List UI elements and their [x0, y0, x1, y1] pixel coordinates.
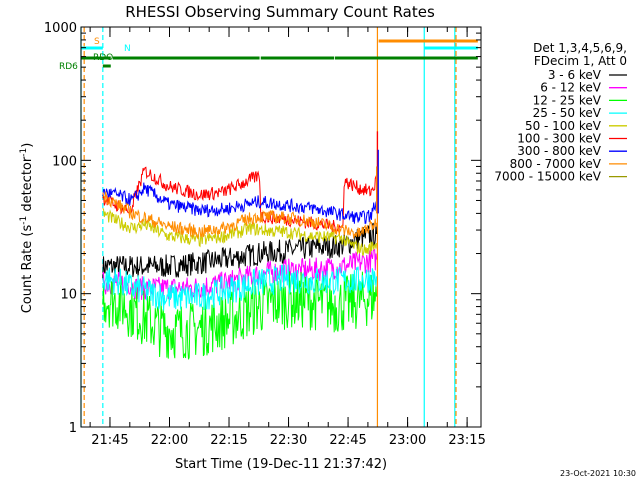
series-line — [102, 264, 378, 311]
x-tick-label: 23:00 — [389, 433, 426, 448]
legend-label: 300 - 800 keV — [517, 144, 601, 158]
y-axis-label-part: Count Rate (s — [20, 225, 35, 314]
y-tick-label: 1000 — [44, 21, 77, 36]
legend-label: 50 - 100 keV — [525, 119, 602, 133]
plot-frame — [80, 26, 482, 428]
y-axis-label: Count Rate (s-1 detector-1) — [19, 143, 35, 314]
x-tick-label: 22:15 — [210, 433, 247, 448]
series-line — [102, 182, 378, 225]
x-tick-label: 22:30 — [270, 433, 307, 448]
legend-label: 3 - 6 keV — [548, 68, 602, 82]
flag-label: S — [94, 37, 100, 47]
y-tick-label: 1 — [69, 421, 77, 436]
series-line — [102, 271, 378, 360]
axes: 21:45 22:00 22:15 22:30 22:45 23:00 23:15 1 10 10… — [44, 21, 486, 448]
y-axis-label-part: ) — [20, 143, 35, 148]
legend-label: 6 - 12 keV — [540, 81, 602, 95]
legend-header: Det 1,3,4,5,6,9, — [533, 41, 627, 55]
flag-label: RDO — [93, 53, 113, 63]
legend-label: 25 - 50 keV — [533, 106, 602, 120]
x-tick-label: 23:15 — [448, 433, 485, 448]
interval-markers — [80, 27, 457, 427]
x-axis-label: Start Time (19-Dec-11 21:37:42) — [175, 457, 387, 472]
flag-label: RD6 — [59, 62, 78, 72]
legend: Det 1,3,4,5,6,9, FDecim 1, Att 0 3 - 6 k… — [494, 41, 627, 184]
series-lines — [102, 131, 379, 360]
legend-label: 100 - 300 keV — [517, 132, 601, 146]
x-tick-label: 21:45 — [91, 433, 128, 448]
legend-header: FDecim 1, Att 0 — [534, 54, 627, 68]
y-axis-label-sup: -1 — [19, 216, 29, 225]
x-tick-label: 22:45 — [329, 433, 366, 448]
y-tick-label: 10 — [60, 288, 77, 303]
flag-bars: S N RDO RD6 — [59, 37, 478, 72]
y-tick-label: 100 — [52, 154, 77, 169]
legend-label: 800 - 7000 keV — [510, 157, 602, 171]
flag-label: N — [124, 44, 131, 54]
legend-label: 7000 - 15000 keV — [494, 170, 601, 184]
series-line — [102, 191, 378, 239]
legend-label: 12 - 25 keV — [533, 93, 602, 107]
x-tick-label: 22:00 — [151, 433, 188, 448]
series-line — [102, 222, 378, 279]
chart-title: RHESSI Observing Summary Count Rates — [125, 3, 435, 21]
footer-date: 23-Oct-2021 10:30 — [560, 469, 636, 478]
y-axis-label-sup: -1 — [19, 148, 29, 157]
y-axis-label-part: detector — [20, 156, 35, 216]
